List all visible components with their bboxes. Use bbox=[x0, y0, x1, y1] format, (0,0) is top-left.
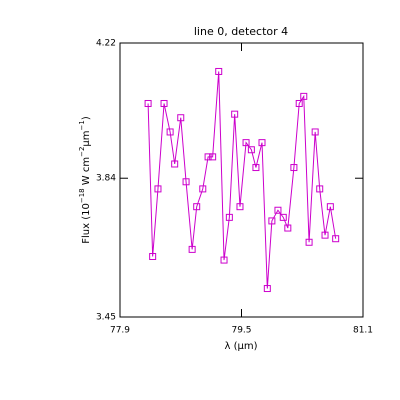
data-marker bbox=[252, 164, 260, 172]
data-marker bbox=[154, 185, 162, 193]
y-label-text: W cm bbox=[81, 157, 92, 188]
data-marker bbox=[279, 213, 287, 221]
data-marker bbox=[177, 114, 185, 122]
data-marker bbox=[220, 256, 228, 264]
data-marker bbox=[166, 128, 174, 136]
data-marker bbox=[171, 160, 179, 168]
chart-title: line 0, detector 4 bbox=[194, 25, 288, 38]
data-marker bbox=[199, 185, 207, 193]
data-marker bbox=[236, 203, 244, 211]
y-tick-label: 3.84 bbox=[96, 174, 116, 184]
y-label-text: ) bbox=[81, 116, 92, 120]
y-tick-label: 4.22 bbox=[96, 39, 116, 49]
y-label-text: μm bbox=[81, 130, 92, 146]
data-marker bbox=[225, 213, 233, 221]
x-tick-label: 81.1 bbox=[353, 326, 373, 336]
x-tick-label: 77.9 bbox=[110, 326, 130, 336]
data-marker bbox=[305, 238, 313, 246]
data-marker bbox=[284, 224, 292, 232]
y-label-superscript: −18 bbox=[78, 188, 86, 203]
y-axis-label: Flux (10−18 W cm−2μm−1) bbox=[78, 116, 92, 244]
data-marker bbox=[326, 203, 334, 211]
y-label-superscript: −2 bbox=[78, 147, 86, 157]
data-marker bbox=[193, 203, 201, 211]
data-marker bbox=[160, 99, 168, 107]
data-marker bbox=[231, 110, 239, 118]
data-marker bbox=[321, 231, 329, 239]
y-label-text: Flux (10 bbox=[81, 203, 92, 244]
x-tick-label: 79.5 bbox=[231, 326, 251, 336]
data-line bbox=[147, 71, 337, 289]
data-marker bbox=[295, 99, 303, 107]
data-marker bbox=[258, 139, 266, 147]
data-marker bbox=[316, 185, 324, 193]
data-marker bbox=[300, 92, 308, 100]
data-marker bbox=[311, 128, 319, 136]
data-marker bbox=[215, 67, 223, 75]
data-marker bbox=[247, 146, 255, 154]
data-marker bbox=[209, 153, 217, 161]
data-marker bbox=[149, 253, 157, 261]
data-marker bbox=[204, 153, 212, 161]
data-marker bbox=[144, 99, 152, 107]
data-marker bbox=[332, 235, 340, 243]
data-marker bbox=[263, 285, 271, 293]
y-label-superscript: −1 bbox=[78, 120, 86, 130]
data-marker bbox=[188, 245, 196, 253]
data-marker bbox=[290, 164, 298, 172]
data-marker bbox=[274, 206, 282, 214]
x-axis-label: λ (μm) bbox=[224, 341, 257, 352]
y-tick-label: 3.45 bbox=[96, 313, 116, 323]
data-marker bbox=[182, 178, 190, 186]
data-marker bbox=[268, 217, 276, 225]
data-marker bbox=[242, 139, 250, 147]
